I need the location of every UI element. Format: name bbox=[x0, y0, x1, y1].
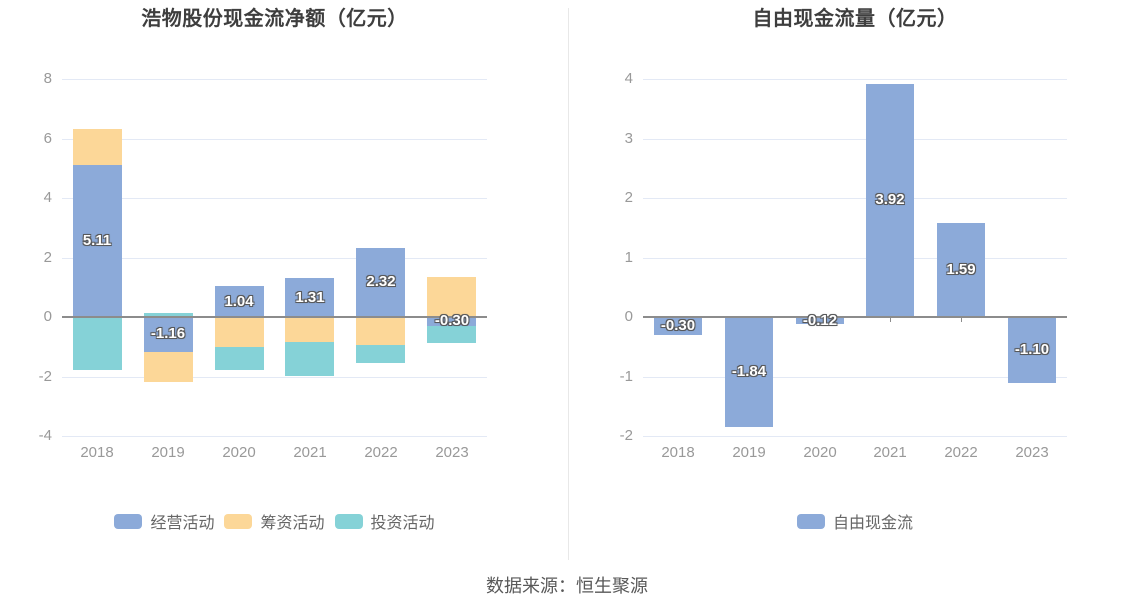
y-axis-tick-label: -2 bbox=[619, 427, 633, 444]
gridline bbox=[643, 377, 1067, 378]
y-axis-tick-label: 0 bbox=[624, 308, 633, 325]
gridline bbox=[62, 139, 487, 140]
bar-value-label: -0.12 bbox=[802, 312, 838, 329]
bar-segment-经营活动[interactable] bbox=[285, 278, 334, 317]
gridline bbox=[62, 258, 487, 259]
x-axis-label: 2019 bbox=[732, 444, 766, 461]
x-axis-label: 2022 bbox=[944, 444, 978, 461]
gridline bbox=[643, 139, 1067, 140]
legend-label: 自由现金流 bbox=[832, 515, 913, 532]
bar-segment-筹资活动[interactable] bbox=[285, 317, 334, 342]
legend-swatch-icon bbox=[114, 513, 143, 529]
zero-axis-line bbox=[62, 316, 487, 318]
gridline bbox=[62, 377, 487, 378]
x-axis-label: 2021 bbox=[293, 444, 327, 461]
bar-segment-经营活动[interactable] bbox=[73, 165, 122, 317]
x-axis-label: 2018 bbox=[661, 444, 695, 461]
y-axis-tick-label: -4 bbox=[38, 427, 52, 444]
bar-segment-筹资活动[interactable] bbox=[356, 317, 405, 345]
y-axis-tick-label: 4 bbox=[624, 70, 633, 87]
legend-swatch-icon bbox=[334, 513, 363, 529]
bar-segment-投资活动[interactable] bbox=[144, 312, 193, 317]
y-axis-tick-label: -2 bbox=[38, 368, 52, 385]
zero-axis-line bbox=[643, 316, 1067, 318]
x-axis-label: 2019 bbox=[151, 444, 185, 461]
bar-segment-投资活动[interactable] bbox=[356, 344, 405, 363]
bar-segment-自由现金流[interactable] bbox=[937, 222, 985, 317]
x-axis-label: 2022 bbox=[364, 444, 398, 461]
y-axis-tick-label: 8 bbox=[43, 70, 52, 87]
legend-item-筹资活动[interactable]: 筹资活动 bbox=[224, 509, 325, 533]
category-axis-tick bbox=[961, 317, 962, 322]
bar-segment-经营活动[interactable] bbox=[427, 317, 476, 326]
gridline bbox=[643, 79, 1067, 80]
x-axis-label: 2020 bbox=[222, 444, 256, 461]
y-axis-tick-label: 3 bbox=[624, 130, 633, 147]
bar-segment-自由现金流[interactable] bbox=[654, 317, 702, 335]
left-chart-title: 浩物股份现金流净额（亿元） bbox=[141, 8, 408, 30]
y-axis-tick-label: 1 bbox=[624, 249, 633, 266]
y-axis-tick-label: 4 bbox=[43, 189, 52, 206]
bar-segment-经营活动[interactable] bbox=[215, 286, 264, 317]
gridline bbox=[62, 436, 487, 437]
bar-segment-投资活动[interactable] bbox=[73, 317, 122, 370]
data-source: 数据来源：恒生聚源 bbox=[486, 576, 648, 596]
bar-segment-筹资活动[interactable] bbox=[73, 128, 122, 165]
x-axis-label: 2023 bbox=[435, 444, 469, 461]
bar-segment-经营活动[interactable] bbox=[144, 317, 193, 352]
bar-segment-投资活动[interactable] bbox=[215, 347, 264, 370]
bar-segment-筹资活动[interactable] bbox=[215, 317, 264, 347]
legend-label: 经营活动 bbox=[150, 515, 215, 532]
bar-value-label: 1.04 bbox=[224, 293, 254, 310]
x-axis-label: 2018 bbox=[80, 444, 114, 461]
bar-value-label: 3.92 bbox=[875, 191, 905, 208]
gridline bbox=[643, 258, 1067, 259]
bar-value-label: 1.31 bbox=[295, 289, 325, 306]
gridline bbox=[62, 79, 487, 80]
bar-value-label: 1.59 bbox=[946, 261, 976, 278]
y-axis-tick-label: 6 bbox=[43, 130, 52, 147]
y-axis-tick-label: 2 bbox=[43, 249, 52, 266]
x-axis-label: 2021 bbox=[873, 444, 907, 461]
bar-segment-筹资活动[interactable] bbox=[427, 277, 476, 317]
gridline bbox=[643, 198, 1067, 199]
bar-segment-经营活动[interactable] bbox=[356, 248, 405, 317]
bar-value-label: -1.10 bbox=[1014, 341, 1050, 358]
gridline bbox=[62, 198, 487, 199]
y-axis-tick-label: 2 bbox=[624, 189, 633, 206]
y-axis-tick-label: 0 bbox=[43, 308, 52, 325]
x-axis-label: 2023 bbox=[1015, 444, 1049, 461]
legend-item-投资活动[interactable]: 投资活动 bbox=[334, 509, 435, 533]
legend-item-自由现金流[interactable]: 自由现金流 bbox=[796, 509, 913, 533]
bar-segment-投资活动[interactable] bbox=[427, 326, 476, 343]
bar-value-label: 5.11 bbox=[82, 232, 112, 249]
legend-label: 投资活动 bbox=[370, 515, 435, 532]
bar-value-label: -1.84 bbox=[731, 363, 767, 380]
y-axis-tick-label: -1 bbox=[619, 368, 633, 385]
right-chart-title: 自由现金流量（亿元） bbox=[752, 8, 958, 30]
legend-label: 筹资活动 bbox=[260, 515, 325, 532]
panel-divider bbox=[568, 8, 569, 560]
bar-segment-自由现金流[interactable] bbox=[1008, 317, 1056, 383]
bar-segment-自由现金流[interactable] bbox=[796, 317, 844, 324]
bar-segment-投资活动[interactable] bbox=[285, 341, 334, 376]
gridline bbox=[643, 436, 1067, 437]
right-chart-legend: 自由现金流 bbox=[643, 509, 1067, 533]
bar-value-label: -0.30 bbox=[434, 312, 470, 329]
legend-swatch-icon bbox=[796, 513, 825, 529]
legend-swatch-icon bbox=[224, 513, 253, 529]
bar-value-label: -0.30 bbox=[660, 317, 696, 334]
category-axis-tick bbox=[890, 317, 891, 322]
bar-segment-自由现金流[interactable] bbox=[866, 84, 914, 317]
bar-segment-筹资活动[interactable] bbox=[144, 351, 193, 382]
left-chart-legend: 经营活动 筹资活动 投资活动 bbox=[62, 509, 487, 533]
bar-segment-自由现金流[interactable] bbox=[725, 317, 773, 427]
bar-value-label: -1.16 bbox=[150, 325, 186, 342]
legend-item-经营活动[interactable]: 经营活动 bbox=[114, 509, 214, 533]
x-axis-label: 2020 bbox=[803, 444, 837, 461]
bar-value-label: 2.32 bbox=[366, 273, 396, 290]
